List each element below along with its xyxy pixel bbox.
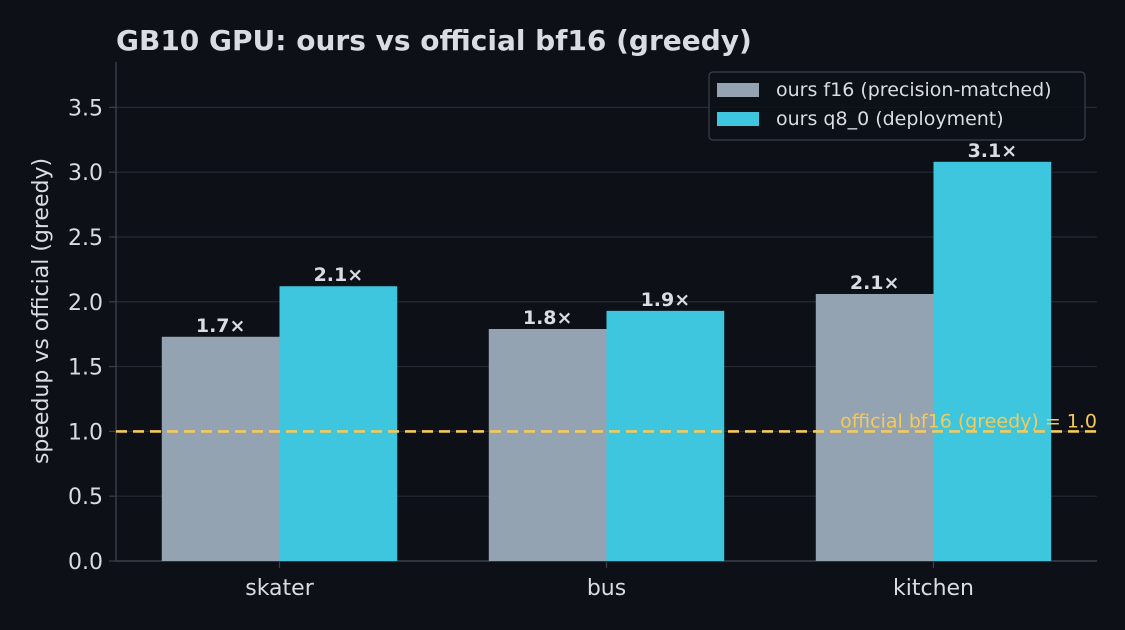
- legend-box: [708, 71, 1086, 141]
- legend-swatch: [717, 83, 759, 97]
- bar-bus-series-0: [488, 328, 607, 561]
- legend-label: ours f16 (precision-matched): [776, 79, 1052, 101]
- y-tick-label: 1.5: [68, 356, 103, 381]
- y-tick-label: 1.0: [68, 420, 103, 445]
- x-tick-label: skater: [245, 576, 314, 601]
- y-tick-label: 2.0: [68, 291, 103, 316]
- legend-swatch: [717, 112, 759, 126]
- chart-title: GB10 GPU: ours vs official bf16 (greedy): [116, 24, 752, 57]
- bar-value-label: 1.7×: [196, 315, 246, 337]
- bar-skater-series-0: [161, 336, 280, 561]
- bar-value-label: 1.9×: [641, 289, 691, 311]
- bar-skater-series-1: [279, 286, 398, 561]
- bar-value-label: 3.1×: [968, 140, 1018, 162]
- y-tick-label: 0.0: [68, 550, 103, 575]
- plot-area: 0.0 0.5 1.0 1.5 2.0 2.5 3.0 3.5 1.7× 2.1× skater 1.…: [68, 62, 1097, 601]
- bar-value-label: 2.1×: [850, 272, 900, 294]
- legend-label: ours q8_0 (deployment): [776, 108, 1004, 130]
- bar-value-label: 2.1×: [314, 264, 364, 286]
- bar-kitchen-series-1: [933, 161, 1052, 562]
- y-tick-label: 2.5: [68, 226, 103, 251]
- bar-bus-series-1: [606, 310, 725, 561]
- bar-kitchen-series-0: [815, 294, 934, 561]
- y-axis-label: speedup vs official (greedy): [29, 158, 54, 464]
- x-tick-label: bus: [587, 576, 626, 601]
- y-tick-label: 3.5: [68, 96, 103, 121]
- y-tick-label: 3.0: [68, 161, 103, 186]
- reference-line-label: official bf16 (greedy) = 1.0: [840, 410, 1097, 432]
- bar-value-label: 1.8×: [523, 307, 573, 329]
- y-tick-label: 0.5: [68, 485, 103, 510]
- x-tick-label: kitchen: [893, 576, 974, 601]
